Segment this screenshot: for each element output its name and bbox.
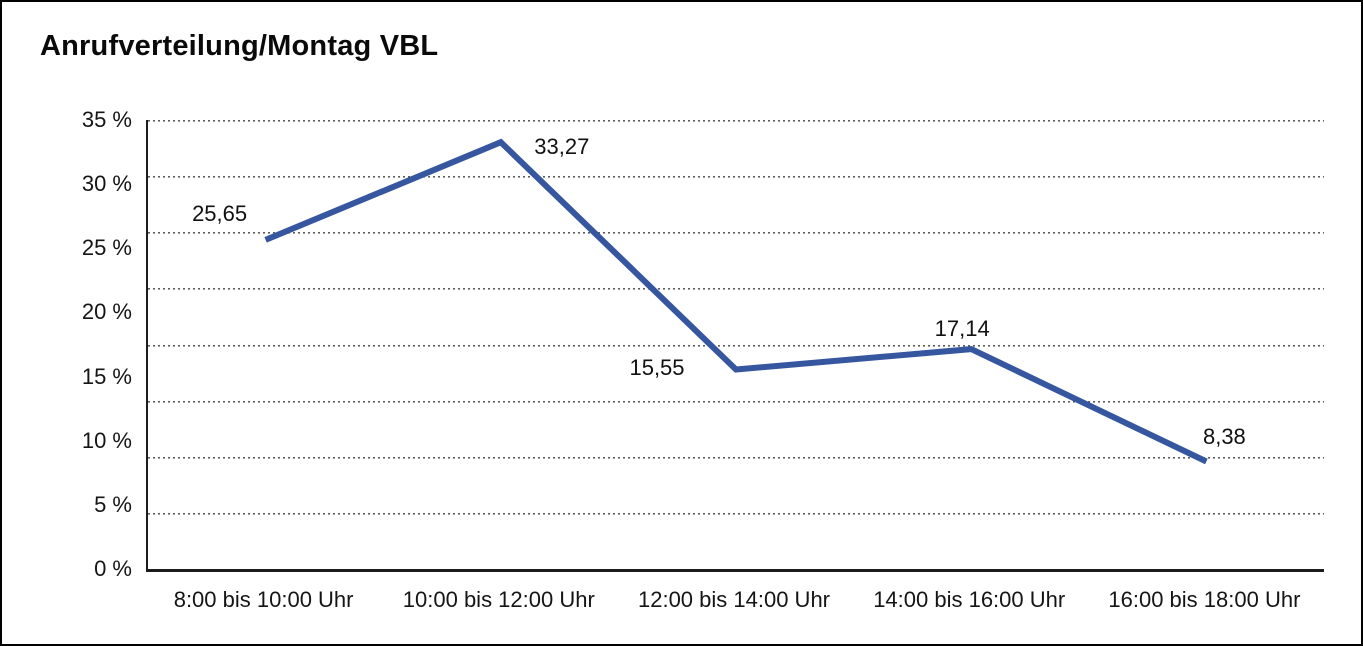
y-axis-tick-label: 20 %: [81, 299, 132, 325]
horizontal-gridline: [148, 232, 1324, 235]
horizontal-gridline: [148, 456, 1324, 459]
horizontal-gridline: [148, 512, 1324, 515]
data-point-label: 33,27: [534, 134, 590, 160]
data-point-label: 25,65: [192, 200, 248, 226]
data-point-label: 15,55: [629, 354, 685, 380]
x-axis-tick-label: 14:00 bis 16:00 Uhr: [873, 587, 1066, 612]
horizontal-gridline: [148, 176, 1324, 179]
y-axis-tick-label: 15 %: [81, 363, 132, 389]
y-axis-tick-label: 25 %: [81, 235, 132, 261]
x-axis-tick-label: 10:00 bis 12:00 Uhr: [402, 587, 595, 612]
x-axis-tick-label: 12:00 bis 14:00 Uhr: [637, 587, 831, 612]
y-axis-tick-label: 30 %: [81, 171, 132, 197]
y-axis: 35 % 30 % 25 % 20 % 15 % 10 % 5 % 0 %: [2, 107, 132, 581]
x-axis-tick-label: 16:00 bis 18:00 Uhr: [1108, 587, 1301, 612]
x-axis: 8:00 bis 10:00 Uhr 10:00 bis 12:00 Uhr 12:…: [146, 582, 1322, 618]
horizontal-gridline: [148, 288, 1324, 291]
horizontal-gridline: [148, 400, 1324, 403]
y-axis-tick-label: 10 %: [81, 427, 132, 453]
chart-title: Anrufverteilung/Montag VBL: [40, 30, 439, 62]
x-axis-tick-label: 8:00 bis 10:00 Uhr: [173, 587, 354, 612]
line-series-svg: [264, 138, 1208, 465]
y-axis-tick-label: 5 %: [94, 491, 132, 517]
data-point-label: 8,38: [1202, 424, 1246, 450]
data-point-label: 17,14: [934, 316, 990, 342]
y-axis-tick-label: 35 %: [81, 107, 132, 132]
data-line: [264, 138, 1208, 465]
plot-area: 25,65 33,27 15,55 17,14 8,38: [146, 120, 1324, 572]
horizontal-gridline: [148, 120, 1324, 122]
y-axis-tick-label: 0 %: [94, 556, 132, 581]
horizontal-gridline: [148, 344, 1324, 347]
